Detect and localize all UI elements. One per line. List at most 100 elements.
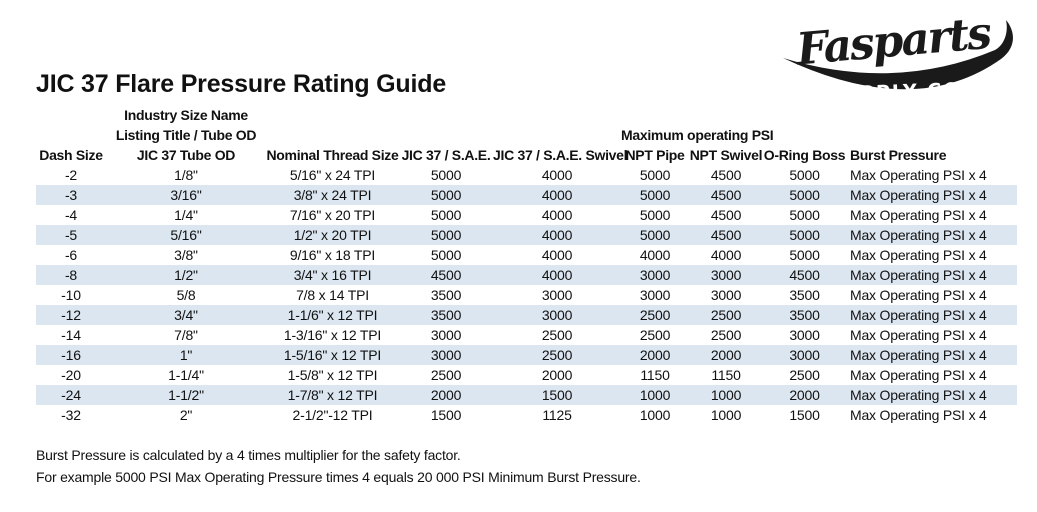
cell-thread-size: 1/2" x 20 TPI [293, 227, 372, 243]
cell-o-ring-boss: 5000 [789, 187, 820, 203]
cell-tube-od: 1-1/4" [168, 367, 204, 383]
cell-thread-size: 9/16" x 18 TPI [289, 247, 376, 263]
cell-jic-sae: 5000 [430, 187, 462, 203]
spacer-cell [763, 125, 1017, 145]
cell-o-ring-boss: 3500 [789, 287, 820, 303]
cell-dash-size: -4 [64, 207, 78, 223]
cell-jic-sae: 5000 [430, 247, 462, 263]
cell-dash-size: -10 [61, 287, 81, 303]
table-row: -3 3/16" 3/8" x 24 TPI 5000 4000 5000 4500 5000… [36, 185, 1017, 205]
cell-jic-sae-swivel: 4000 [541, 247, 573, 263]
cell-tube-od: 5/8 [176, 287, 196, 303]
cell-jic-sae-swivel: 1500 [541, 387, 573, 403]
cell-npt-pipe: 5000 [639, 227, 671, 243]
cell-jic-sae: 1500 [430, 407, 462, 423]
spacer-cell [266, 105, 1017, 125]
cell-jic-sae-swivel: 2500 [541, 327, 573, 343]
cell-jic-sae: 5000 [430, 167, 462, 183]
cell-npt-pipe: 3000 [639, 287, 671, 303]
column-header-npt-pipe: NPT Pipe [625, 147, 685, 163]
cell-jic-sae: 4500 [430, 267, 462, 283]
cell-dash-size: -12 [61, 307, 81, 323]
cell-thread-size: 1-5/16" x 12 TPI [283, 347, 382, 363]
cell-o-ring-boss: 2500 [789, 367, 820, 383]
cell-dash-size: -16 [61, 347, 81, 363]
cell-npt-swivel: 4500 [710, 227, 742, 243]
cell-dash-size: -14 [61, 327, 81, 343]
cell-npt-pipe: 5000 [639, 187, 671, 203]
group-header-row-2: Listing Title / Tube OD Maximum operatin… [36, 125, 1017, 145]
cell-jic-sae-swivel: 3000 [541, 287, 573, 303]
cell-burst-pressure: Max Operating PSI x 4 [850, 327, 987, 343]
cell-jic-sae: 5000 [430, 227, 462, 243]
table-row: -5 5/16" 1/2" x 20 TPI 5000 4000 5000 4500 5000… [36, 225, 1017, 245]
cell-burst-pressure: Max Operating PSI x 4 [850, 227, 987, 243]
cell-tube-od: 1/4" [174, 207, 198, 223]
group-header-industry-size-name: Industry Size Name [124, 107, 248, 123]
cell-o-ring-boss: 5000 [789, 207, 820, 223]
cell-npt-swivel: 1000 [710, 407, 742, 423]
table-row: -32 2" 2-1/2"-12 TPI 1500 1125 1000 1000 1500 Ma… [36, 405, 1017, 425]
cell-npt-pipe: 2000 [639, 347, 671, 363]
table-row: -12 3/4" 1-1/6" x 12 TPI 3500 3000 2500 2500 35… [36, 305, 1017, 325]
group-header-max-operating-psi: Maximum operating PSI [621, 127, 774, 143]
cell-jic-sae-swivel: 2000 [541, 367, 573, 383]
cell-tube-od: 1/2" [174, 267, 198, 283]
cell-dash-size: -2 [64, 167, 78, 183]
cell-npt-swivel: 4500 [710, 207, 742, 223]
cell-thread-size: 1-3/16" x 12 TPI [283, 327, 382, 343]
cell-npt-pipe: 1150 [640, 367, 670, 383]
cell-tube-od: 7/8" [174, 327, 198, 343]
cell-npt-swivel: 2500 [710, 307, 742, 323]
cell-thread-size: 7/16" x 20 TPI [289, 207, 376, 223]
cell-npt-pipe: 1000 [639, 407, 671, 423]
cell-npt-pipe: 3000 [639, 267, 671, 283]
fasparts-logo: Fasparts SUPPLY CO. [775, 4, 1020, 122]
cell-thread-size: 1-1/6" x 12 TPI [287, 307, 378, 323]
cell-o-ring-boss: 5000 [789, 227, 820, 243]
cell-tube-od: 2" [179, 407, 193, 423]
cell-o-ring-boss: 5000 [789, 167, 820, 183]
cell-burst-pressure: Max Operating PSI x 4 [850, 207, 987, 223]
group-header-listing-title: Listing Title / Tube OD [115, 127, 257, 143]
cell-npt-swivel: 4500 [710, 187, 742, 203]
table-row: -6 3/8" 9/16" x 18 TPI 5000 4000 4000 4000 5000… [36, 245, 1017, 265]
fasparts-logo-graphic: Fasparts SUPPLY CO. [783, 8, 1013, 106]
footer-notes: Burst Pressure is calculated by a 4 time… [36, 444, 641, 488]
cell-thread-size: 2-1/2"-12 TPI [292, 407, 373, 423]
logo-swoosh-shape [783, 20, 1013, 90]
table-row: -2 1/8" 5/16" x 24 TPI 5000 4000 5000 4500 5000… [36, 165, 1017, 185]
footer-note-line1: Burst Pressure is calculated by a 4 time… [36, 447, 461, 463]
cell-o-ring-boss: 4500 [789, 267, 820, 283]
cell-jic-sae: 2000 [430, 387, 462, 403]
cell-npt-swivel: 3000 [710, 287, 742, 303]
cell-dash-size: -3 [64, 187, 78, 203]
cell-npt-swivel: 2500 [710, 327, 742, 343]
cell-o-ring-boss: 3000 [789, 347, 820, 363]
cell-jic-sae-swivel: 3000 [541, 307, 573, 323]
cell-burst-pressure: Max Operating PSI x 4 [850, 267, 987, 283]
table-row: -24 1-1/2" 1-7/8" x 12 TPI 2000 1500 1000 1000… [36, 385, 1017, 405]
table-row: -14 7/8" 1-3/16" x 12 TPI 3000 2500 2500 2500 3… [36, 325, 1017, 345]
column-header-dash-size: Dash Size [39, 147, 103, 163]
cell-o-ring-boss: 5000 [789, 247, 820, 263]
cell-jic-sae-swivel: 1125 [542, 407, 572, 423]
cell-jic-sae: 3500 [430, 287, 462, 303]
column-header-npt-swivel: NPT Swivel [689, 147, 763, 163]
column-header-jic-sae-swivel: JIC 37 / S.A.E. Swivel [493, 147, 628, 163]
cell-jic-sae: 3000 [430, 327, 462, 343]
cell-npt-swivel: 3000 [710, 267, 742, 283]
cell-burst-pressure: Max Operating PSI x 4 [850, 167, 987, 183]
cell-npt-pipe: 2500 [639, 327, 671, 343]
column-header-tube-od: JIC 37 Tube OD [136, 147, 236, 163]
cell-burst-pressure: Max Operating PSI x 4 [850, 247, 987, 263]
column-header-row: Dash Size JIC 37 Tube OD Nominal Thread … [36, 145, 1017, 165]
column-header-o-ring-boss: O-Ring Boss [763, 147, 846, 163]
cell-npt-swivel: 2000 [710, 347, 742, 363]
cell-thread-size: 3/8" x 24 TPI [293, 187, 372, 203]
cell-burst-pressure: Max Operating PSI x 4 [850, 287, 987, 303]
cell-jic-sae-swivel: 4000 [541, 187, 573, 203]
cell-tube-od: 3/8" [174, 247, 198, 263]
page-title: JIC 37 Flare Pressure Rating Guide [36, 70, 447, 98]
cell-tube-od: 1-1/2" [168, 387, 204, 403]
